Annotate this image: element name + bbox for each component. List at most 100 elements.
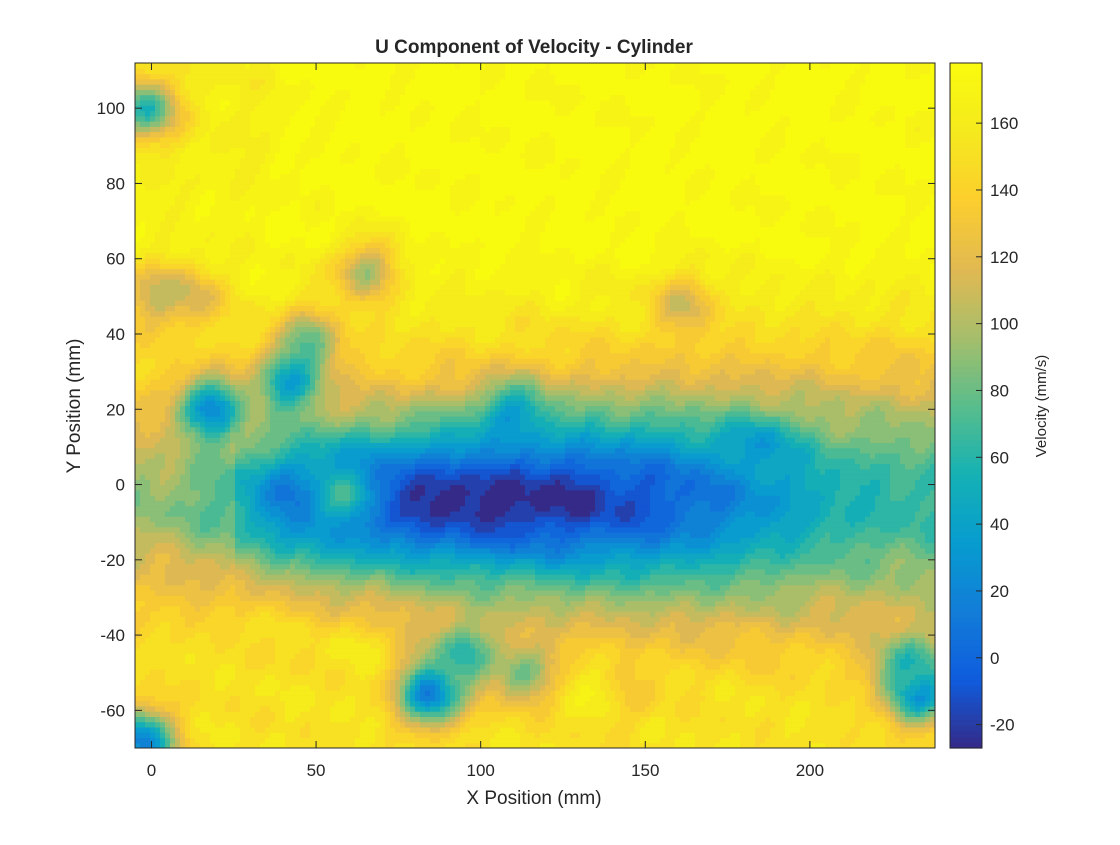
contour-cell — [190, 226, 196, 233]
contour-cell — [185, 542, 191, 549]
contour-cell — [265, 700, 271, 707]
contour-cell — [305, 99, 311, 106]
contour-cell — [250, 447, 256, 454]
contour-cell — [155, 626, 161, 633]
contour-cell — [295, 463, 301, 470]
contour-cell — [160, 521, 166, 528]
contour-cell — [205, 742, 211, 748]
contour-cell — [195, 136, 201, 143]
contour-cell — [200, 294, 206, 301]
contour-cell — [260, 247, 266, 254]
contour-cell — [145, 352, 151, 359]
contour-cell — [185, 568, 191, 575]
contour-cell — [170, 78, 176, 85]
contour-cell — [210, 363, 216, 370]
contour-cell — [310, 463, 316, 470]
contour-cell — [280, 589, 286, 596]
contour-cell — [180, 700, 186, 707]
contour-cell — [235, 168, 241, 175]
contour-cell — [240, 379, 246, 386]
contour-cell — [320, 331, 326, 338]
contour-cell — [205, 105, 211, 112]
contour-cell — [170, 110, 176, 117]
contour-cell — [170, 363, 176, 370]
contour-cell — [310, 647, 316, 654]
contour-cell — [185, 489, 191, 496]
contour-cell — [255, 521, 261, 528]
contour-cell — [260, 632, 266, 638]
contour-cell — [315, 215, 321, 222]
contour-cell — [225, 690, 231, 696]
contour-cell — [325, 716, 331, 723]
contour-cell — [310, 600, 316, 607]
contour-cell — [150, 157, 156, 164]
contour-cell — [135, 679, 141, 686]
contour-cell — [190, 379, 196, 386]
contour-cell — [260, 563, 266, 570]
contour-cell — [150, 668, 156, 675]
contour-cell — [205, 705, 211, 712]
contour-cell — [300, 226, 306, 233]
contour-cell — [255, 563, 261, 570]
contour-cell — [135, 579, 141, 586]
contour-cell — [165, 605, 171, 612]
contour-cell — [210, 584, 216, 591]
contour-cell — [160, 547, 166, 554]
contour-cell — [160, 400, 166, 407]
contour-cell — [320, 221, 326, 227]
contour-cell — [215, 210, 221, 217]
contour-cell — [260, 136, 266, 143]
contour-cell — [190, 184, 196, 191]
contour-cell — [315, 310, 321, 317]
contour-cell — [205, 489, 211, 496]
contour-cell — [260, 442, 266, 449]
contour-cell — [195, 279, 201, 285]
contour-cell — [315, 516, 321, 523]
contour-cell — [235, 73, 241, 80]
contour-cell — [145, 600, 151, 607]
contour-cell — [175, 405, 181, 412]
contour-cell — [320, 679, 326, 686]
contour-cell — [300, 442, 306, 449]
contour-cell — [285, 147, 291, 154]
contour-cell — [170, 142, 176, 148]
contour-cell — [265, 247, 271, 254]
contour-cell — [320, 289, 326, 296]
contour-cell — [165, 658, 171, 665]
contour-cell — [285, 94, 291, 101]
contour-cell — [265, 579, 271, 586]
contour-cell — [210, 589, 216, 596]
contour-cell — [185, 363, 191, 370]
contour-cell — [320, 337, 326, 343]
contour-cell — [180, 531, 186, 538]
contour-cell — [230, 642, 236, 649]
contour-cell — [145, 621, 151, 628]
contour-cell — [315, 605, 321, 612]
contour-cell — [310, 574, 316, 580]
contour-cell — [310, 342, 316, 349]
contour-cell — [275, 732, 281, 739]
contour-cell — [135, 558, 141, 565]
contour-cell — [175, 379, 181, 386]
contour-cell — [185, 510, 191, 517]
contour-cell — [205, 584, 211, 591]
contour-cell — [190, 653, 196, 660]
contour-cell — [210, 611, 216, 617]
contour-cell — [290, 73, 296, 80]
contour-cell — [275, 342, 281, 349]
contour-cell — [150, 99, 156, 106]
contour-cell — [290, 173, 296, 180]
contour-cell — [165, 421, 171, 428]
contour-cell — [155, 152, 161, 159]
contour-cell — [310, 300, 316, 306]
contour-cell — [305, 547, 311, 554]
contour-cell — [235, 279, 241, 285]
contour-cell — [265, 178, 271, 185]
contour-cell — [320, 458, 326, 465]
contour-cell — [160, 147, 166, 154]
contour-cell — [160, 163, 166, 169]
contour-cell — [265, 611, 271, 617]
contour-cell — [180, 131, 186, 138]
contour-cell — [190, 558, 196, 565]
contour-cell — [265, 732, 271, 739]
